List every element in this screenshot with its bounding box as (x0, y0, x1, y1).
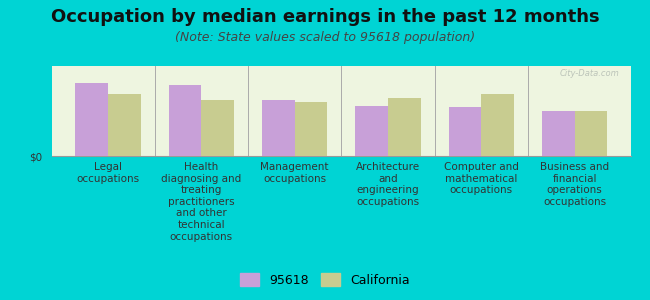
Bar (294, 102, 327, 156)
Text: City-Data.com: City-Data.com (559, 69, 619, 78)
Bar (481, 94, 514, 156)
Text: Occupation by median earnings in the past 12 months: Occupation by median earnings in the pas… (51, 8, 599, 26)
Text: Architecture
and
engineering
occupations: Architecture and engineering occupations (356, 162, 420, 207)
Bar (575, 111, 607, 156)
Legend: 95618, California: 95618, California (237, 270, 413, 291)
Bar (108, 94, 140, 156)
Bar (542, 111, 575, 156)
Bar (356, 106, 388, 156)
Text: Management
occupations: Management occupations (261, 162, 329, 184)
Text: Business and
financial
operations
occupations: Business and financial operations occupa… (540, 162, 609, 207)
Bar (262, 100, 294, 156)
Bar (202, 100, 234, 156)
Text: (Note: State values scaled to 95618 population): (Note: State values scaled to 95618 popu… (175, 32, 475, 44)
Bar (448, 107, 481, 156)
Bar (388, 98, 421, 156)
Bar (75, 83, 108, 156)
Text: Computer and
mathematical
occupations: Computer and mathematical occupations (444, 162, 519, 195)
Text: Legal
occupations: Legal occupations (77, 162, 140, 184)
Text: Health
diagnosing and
treating
practitioners
and other
technical
occupations: Health diagnosing and treating practitio… (161, 162, 241, 242)
Bar (168, 85, 202, 156)
